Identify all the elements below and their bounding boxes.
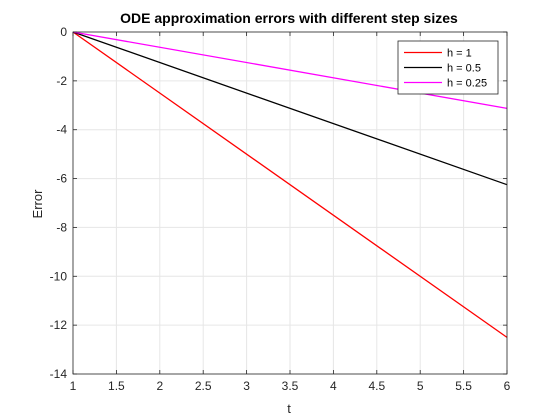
series-line: [72, 31, 508, 186]
chart-title: ODE approximation errors with different …: [120, 10, 458, 26]
series-line: [72, 31, 508, 338]
x-tick-label: 5: [417, 379, 424, 393]
x-tick-label: 3.5: [282, 379, 299, 393]
series-line: [72, 31, 508, 109]
y-axis-label: Error: [30, 189, 45, 219]
x-tick-label: 2.5: [195, 379, 212, 393]
y-tick-label: -8: [56, 220, 67, 234]
y-tick-label: -10: [50, 269, 68, 283]
x-tick-label: 6: [504, 379, 511, 393]
x-axis-label: t: [287, 401, 291, 416]
x-tick-label: 4.5: [368, 379, 385, 393]
y-tick-label: -6: [56, 172, 67, 186]
legend-label: h = 1: [447, 48, 472, 60]
x-tick-label: 4: [330, 379, 337, 393]
x-tick-labels: 1 1.5 2 2.5 3 3.5 4 4.5 5 5.5 6: [70, 379, 511, 393]
legend-label: h = 0.5: [447, 63, 481, 75]
x-tick-label: 3: [243, 379, 250, 393]
y-tick-label: -4: [56, 123, 67, 137]
y-tick-label: -2: [56, 74, 67, 88]
y-tick-label: 0: [60, 25, 67, 39]
y-tick-label: -12: [50, 318, 68, 332]
legend: h = 1 h = 0.5 h = 0.25: [397, 40, 499, 95]
y-tick-label: -14: [50, 367, 68, 381]
series-lines: [72, 31, 508, 338]
y-tick-labels: 0 -2 -4 -6 -8 -10 -12 -14: [50, 25, 68, 381]
x-tick-label: 1: [70, 379, 77, 393]
tick-marks: [72, 31, 508, 375]
x-tick-label: 1.5: [108, 379, 125, 393]
legend-label: h = 0.25: [447, 78, 487, 90]
x-tick-label: 5.5: [455, 379, 472, 393]
x-tick-label: 2: [156, 379, 163, 393]
